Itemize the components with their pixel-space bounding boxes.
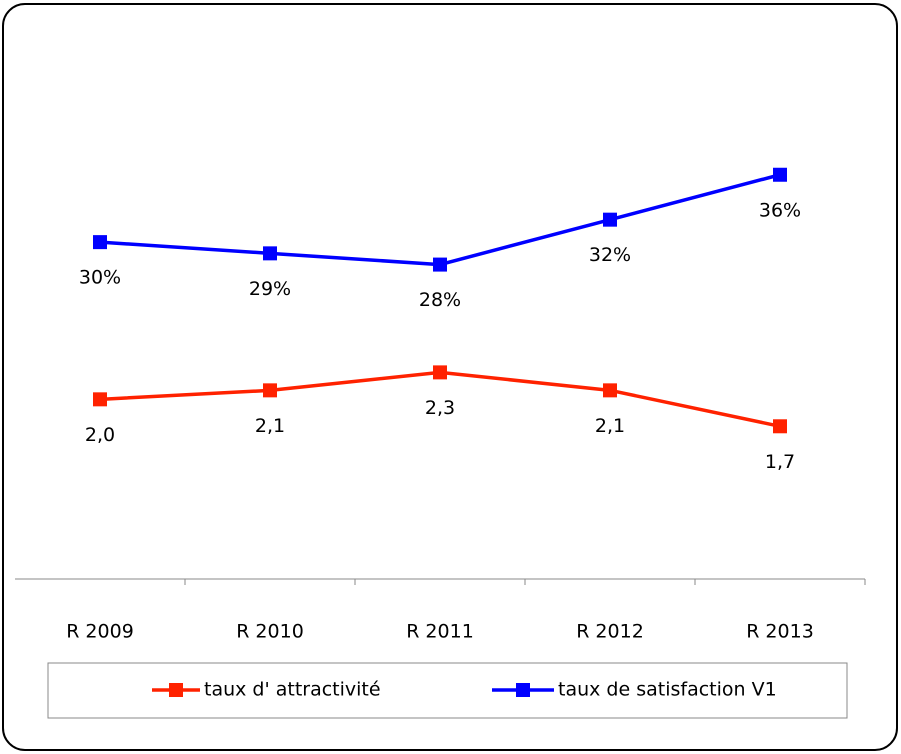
point-marker [93,235,107,250]
data-label: 1,7 [765,451,795,473]
point-marker [263,246,277,261]
legend-label: taux d' attractivité [204,679,381,701]
x-tick-label: R 2009 [66,621,134,643]
data-label: 30% [79,267,121,289]
x-tick-label: R 2013 [746,621,814,643]
data-label: 28% [419,289,461,311]
point-marker [773,167,787,182]
legend-label: taux de satisfaction V1 [558,679,777,701]
data-label: 32% [589,244,631,266]
point-marker [603,212,617,227]
data-label: 2,1 [595,415,625,437]
legend-marker [516,683,530,697]
point-marker [603,383,617,398]
x-tick-label: R 2011 [406,621,474,643]
data-label: 2,0 [85,424,115,446]
point-marker [773,419,787,434]
legend-marker [169,683,183,697]
x-tick-label: R 2012 [576,621,644,643]
point-marker [93,392,107,407]
point-marker [433,365,447,380]
data-label: 2,3 [425,397,455,419]
chart-frame [2,3,898,751]
point-marker [433,257,447,272]
point-marker [263,383,277,398]
x-tick-label: R 2010 [236,621,304,643]
data-label: 2,1 [255,415,285,437]
data-label: 36% [759,199,801,221]
data-label: 29% [249,278,291,300]
